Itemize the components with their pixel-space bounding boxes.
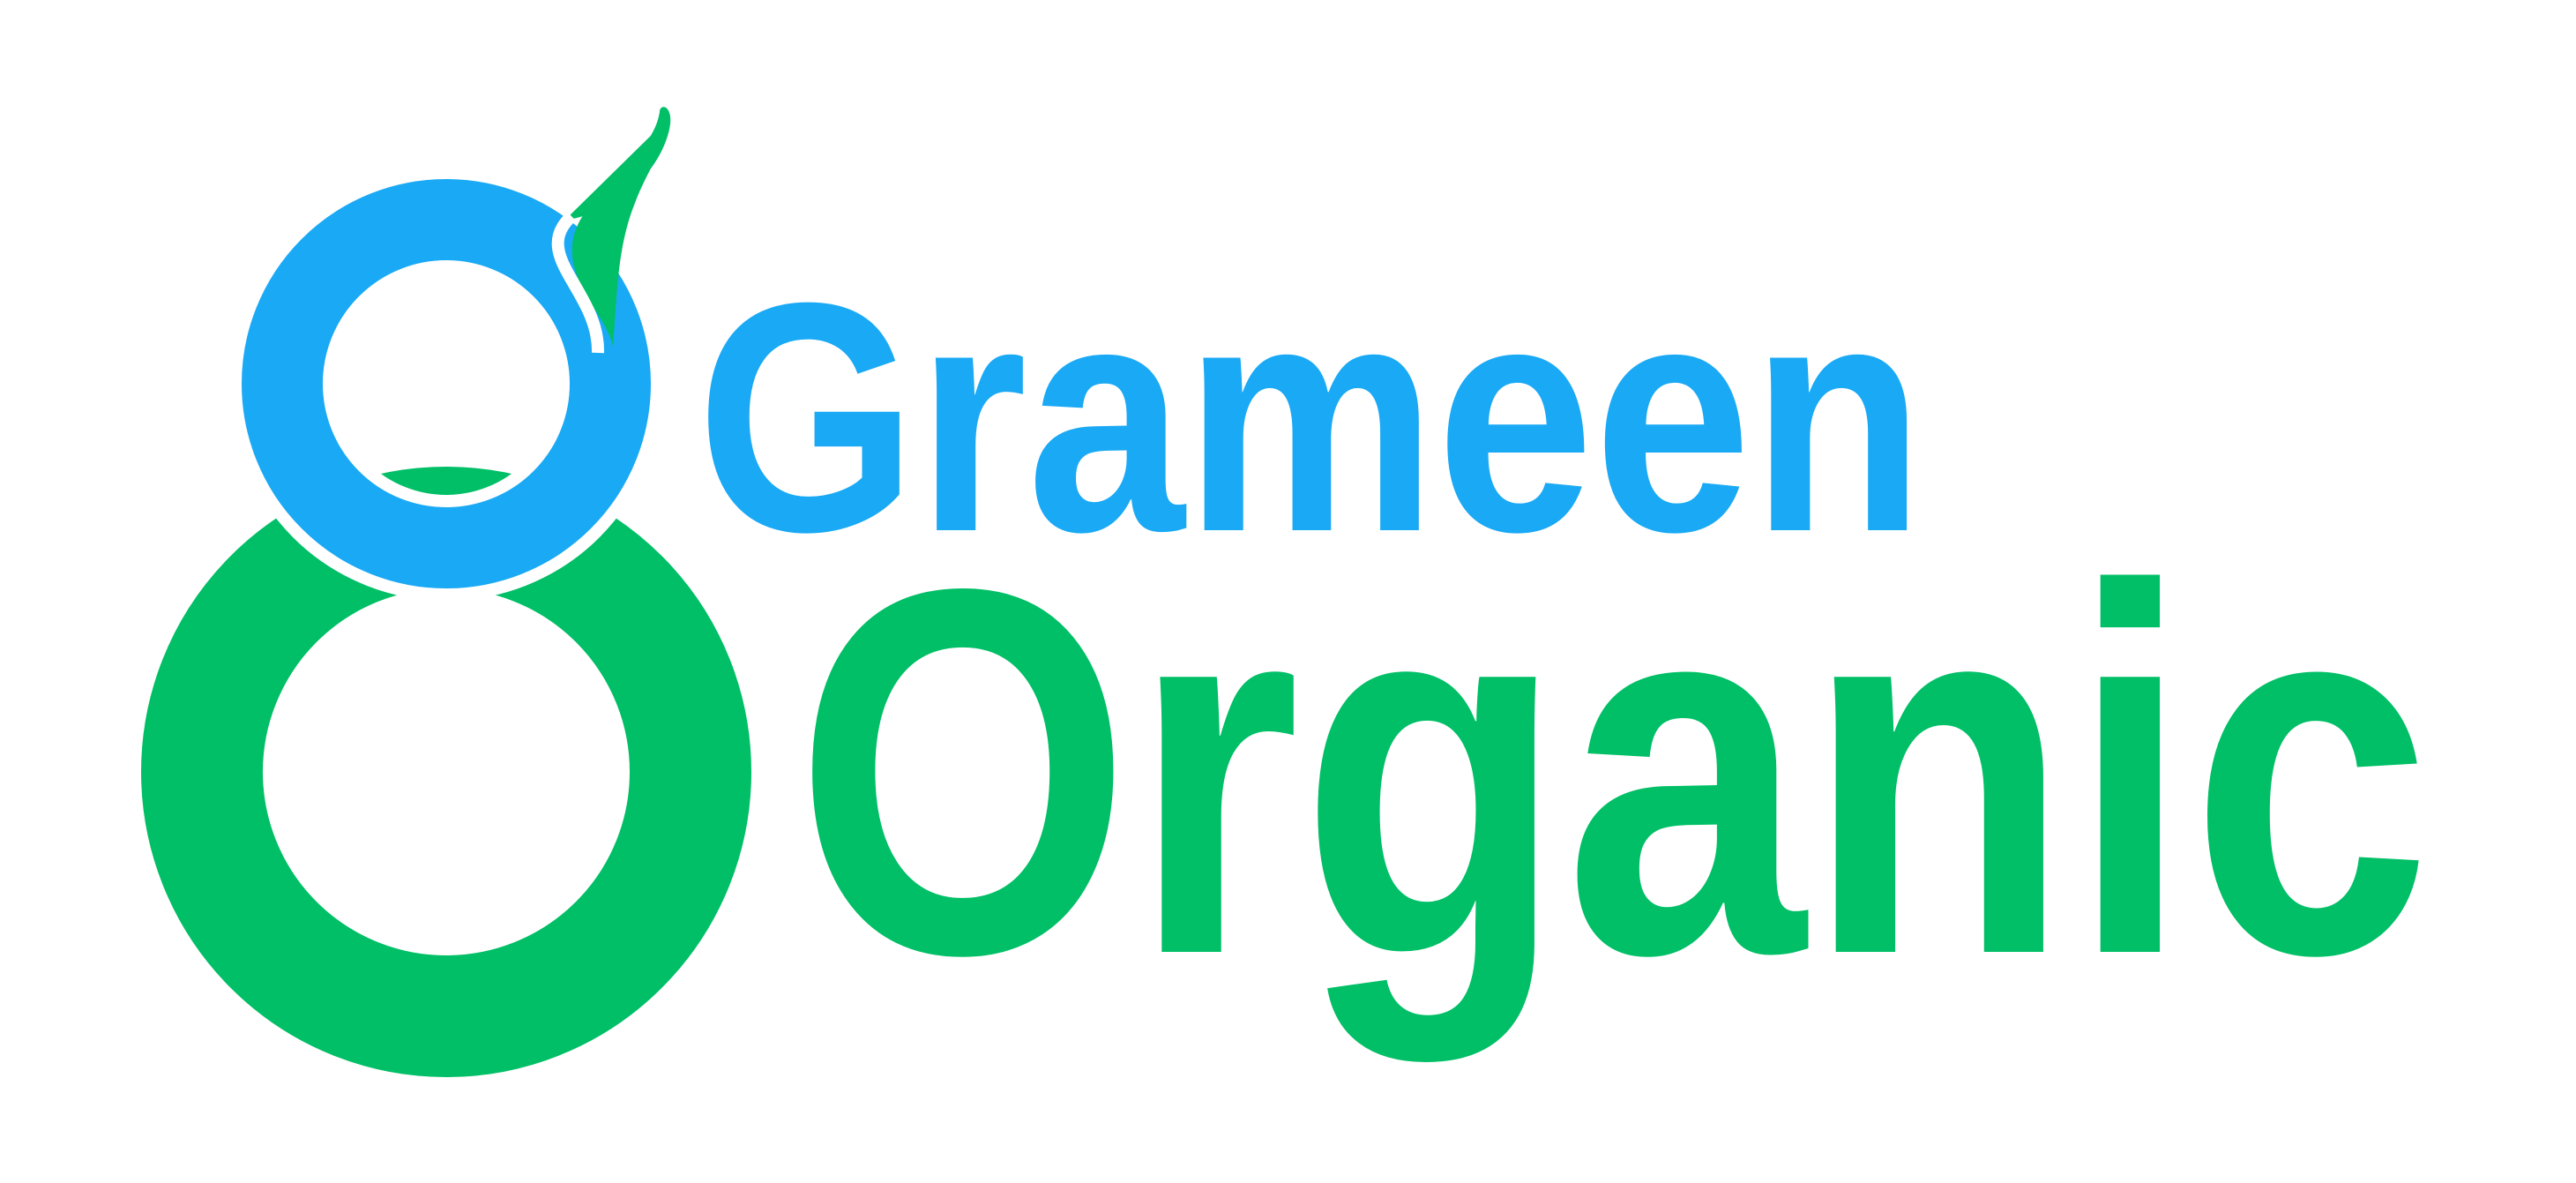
leaf	[564, 107, 671, 348]
blue-ring	[242, 179, 651, 588]
leaf-gap	[551, 211, 605, 354]
brand-line-2: Organic	[795, 482, 2431, 1066]
emblem	[141, 107, 751, 1077]
brand-line-1: Grameen	[697, 236, 1924, 600]
